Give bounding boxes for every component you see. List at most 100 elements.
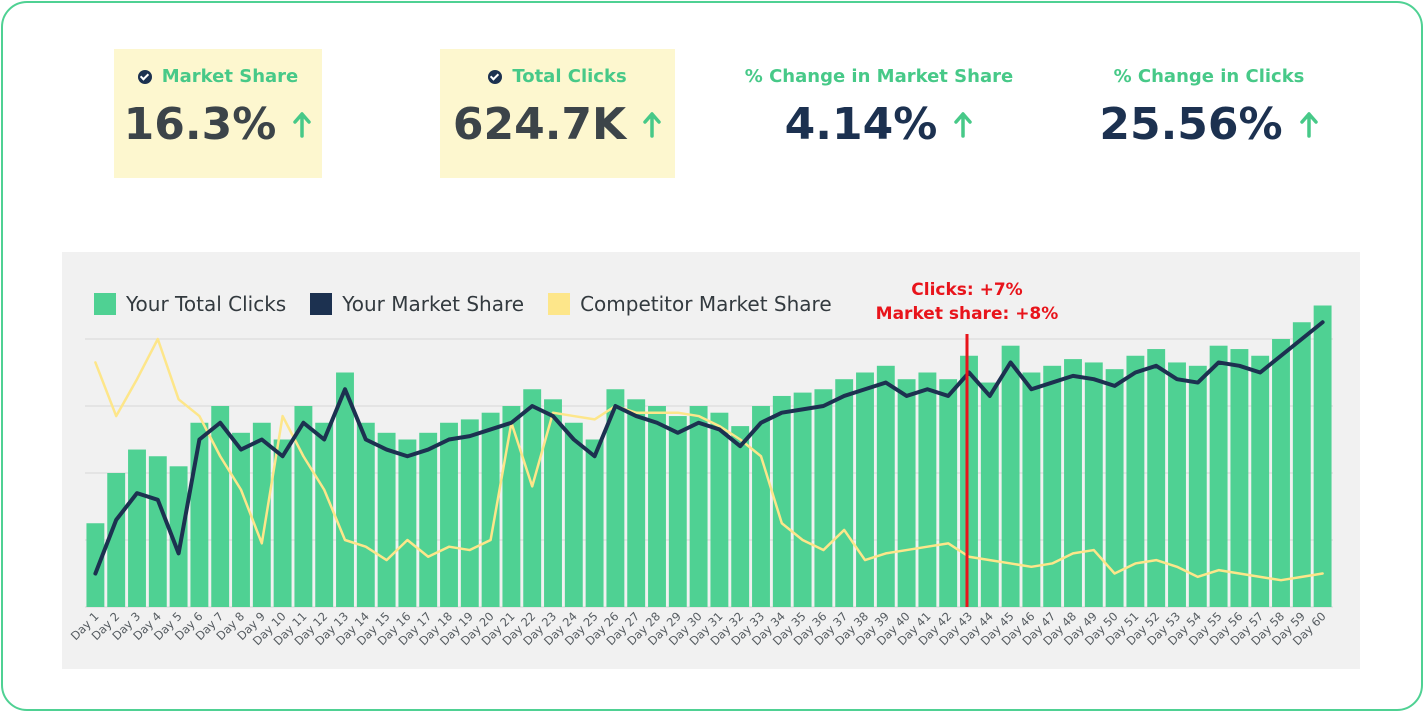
- bar-total-clicks: [1168, 362, 1186, 607]
- kpi-change-market-share[interactable]: % Change in Market Share 4.14%: [728, 49, 1030, 178]
- bar-total-clicks: [960, 355, 978, 607]
- bar-total-clicks: [544, 399, 562, 607]
- annotation-line-market-share: Market share: +8%: [875, 304, 1059, 324]
- bar-total-clicks: [107, 473, 126, 607]
- bar-total-clicks: [86, 523, 105, 607]
- bar-total-clicks: [772, 395, 791, 607]
- legend-label: Competitor Market Share: [580, 292, 832, 316]
- annotation-label: Clicks: +7% Market share: +8%: [867, 280, 1067, 324]
- kpi-title: Market Share: [161, 66, 299, 87]
- bar-total-clicks: [440, 422, 458, 607]
- bar-total-clicks: [1084, 362, 1103, 607]
- legend-label: Your Total Clicks: [126, 292, 287, 316]
- bar-total-clicks: [1230, 349, 1249, 607]
- bar-total-clicks: [148, 456, 167, 607]
- bar-total-clicks: [273, 439, 292, 607]
- bar-total-clicks: [897, 379, 916, 607]
- bar-total-clicks: [356, 422, 375, 607]
- bar-total-clicks: [502, 406, 521, 607]
- bar-total-clicks: [856, 372, 874, 607]
- line-competitor-market-share: [94, 337, 1324, 582]
- bar-total-clicks: [169, 466, 188, 607]
- bar-total-clicks: [648, 406, 666, 607]
- arrow-up-icon: [1299, 111, 1318, 138]
- bar-total-clicks: [460, 419, 479, 607]
- kpi-value: 25.56%: [1068, 99, 1350, 150]
- legend-item-market-share[interactable]: Your Market Share: [310, 292, 524, 316]
- bar-total-clicks: [814, 389, 833, 607]
- bar-total-clicks: [294, 406, 313, 607]
- bar-total-clicks: [1022, 372, 1041, 607]
- kpi-label: Total Clicks: [440, 66, 675, 87]
- kpi-value: 16.3%: [114, 99, 322, 150]
- kpi-number: 25.56%: [1099, 99, 1283, 150]
- bar-total-clicks: [1188, 365, 1207, 607]
- kpi-title: % Change in Market Share: [744, 66, 1014, 87]
- bar-total-clicks: [481, 412, 500, 607]
- kpi-label: % Change in Market Share: [728, 66, 1030, 87]
- arrow-up-icon: [293, 111, 312, 138]
- legend-swatch: [94, 293, 116, 315]
- bar-total-clicks: [523, 389, 542, 607]
- bar-total-clicks: [377, 432, 396, 607]
- kpi-total-clicks[interactable]: Total Clicks 624.7K: [440, 49, 675, 178]
- bar-total-clicks: [232, 432, 250, 607]
- bar-total-clicks: [627, 399, 646, 607]
- bar-total-clicks: [689, 406, 708, 607]
- legend-item-competitor-share[interactable]: Competitor Market Share: [548, 292, 832, 316]
- bar-total-clicks: [835, 379, 854, 607]
- legend-label: Your Market Share: [342, 292, 525, 316]
- bar-total-clicks: [1272, 339, 1290, 607]
- bar-total-clicks: [564, 422, 583, 607]
- annotation-line-clicks: Clicks: +7%: [911, 280, 1023, 300]
- bar-total-clicks: [336, 372, 354, 607]
- legend-swatch: [548, 293, 571, 315]
- kpi-label: Market Share: [114, 66, 322, 87]
- chart-panel: Day 1 Day 2 Day 3 Day 4 Day 5 Day 6 Day 7 Day 8…: [62, 252, 1360, 669]
- kpi-label: % Change in Clicks: [1068, 66, 1350, 87]
- chart-legend: Your Total Clicks Your Market Share Comp…: [94, 292, 856, 316]
- bar-total-clicks: [606, 389, 625, 607]
- bar-total-clicks: [1001, 345, 1020, 607]
- bar-total-clicks: [1313, 305, 1332, 607]
- bar-total-clicks: [128, 449, 146, 607]
- kpi-number: 624.7K: [452, 99, 627, 150]
- kpi-value: 624.7K: [440, 99, 675, 150]
- bar-total-clicks: [398, 439, 417, 607]
- check-icon: [488, 69, 503, 84]
- bar-total-clicks: [939, 379, 958, 607]
- bar-total-clicks: [918, 372, 937, 607]
- bar-total-clicks: [668, 416, 687, 607]
- arrow-up-icon: [954, 111, 973, 138]
- legend-swatch: [310, 293, 333, 315]
- bar-total-clicks: [1251, 355, 1270, 607]
- kpi-change-clicks[interactable]: % Change in Clicks 25.56%: [1068, 49, 1350, 178]
- bar-total-clicks: [876, 365, 895, 607]
- kpi-market-share[interactable]: Market Share 16.3%: [114, 49, 322, 178]
- bar-total-clicks: [252, 422, 271, 607]
- bar-total-clicks: [793, 392, 812, 607]
- bar-total-clicks: [980, 382, 999, 607]
- kpi-number: 16.3%: [123, 99, 277, 150]
- bar-total-clicks: [211, 406, 230, 607]
- arrow-up-icon: [643, 111, 661, 138]
- bar-total-clicks: [710, 412, 729, 607]
- bar-total-clicks: [731, 426, 750, 607]
- bar-total-clicks: [1126, 355, 1145, 607]
- kpi-value: 4.14%: [728, 99, 1030, 150]
- bar-total-clicks: [315, 422, 334, 607]
- bar-total-clicks: [1105, 369, 1124, 607]
- bar-total-clicks: [1043, 365, 1062, 607]
- bar-total-clicks: [419, 432, 438, 607]
- bar-total-clicks: [1292, 322, 1311, 607]
- kpi-number: 4.14%: [784, 99, 938, 150]
- kpi-title: Total Clicks: [512, 66, 627, 87]
- bar-total-clicks: [1147, 349, 1166, 607]
- bar-total-clicks: [1064, 359, 1082, 607]
- kpi-title: % Change in Clicks: [1113, 66, 1305, 87]
- legend-item-total-clicks[interactable]: Your Total Clicks: [94, 292, 286, 316]
- check-icon: [137, 69, 152, 84]
- line-your-market-share: [93, 320, 1325, 576]
- bar-total-clicks: [1209, 345, 1228, 607]
